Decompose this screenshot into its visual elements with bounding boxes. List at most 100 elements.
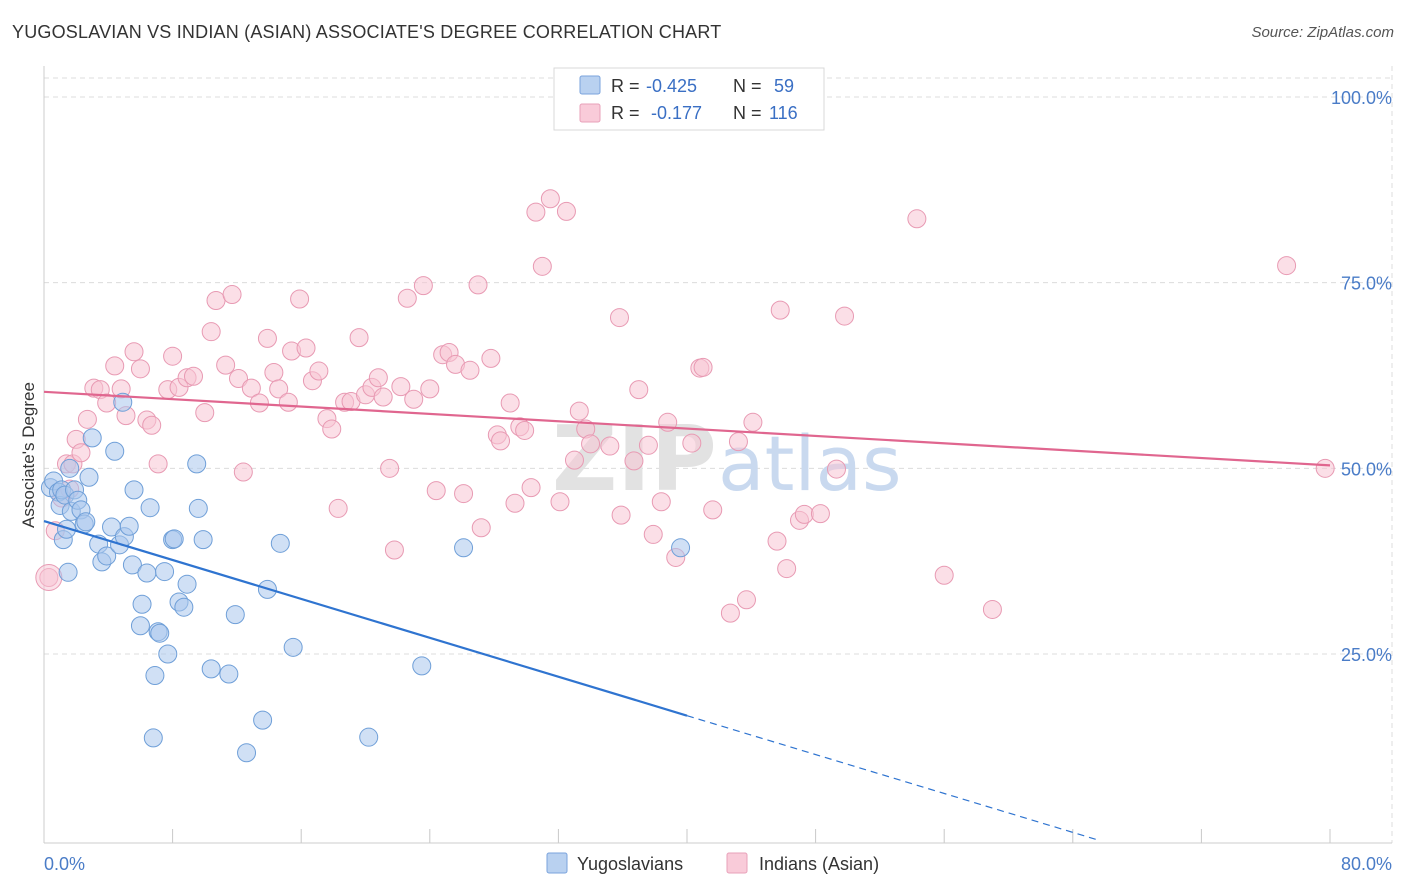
point-yugoslavians (137, 563, 157, 583)
point-indians-asian (413, 276, 433, 296)
point-indians-asian (728, 432, 748, 452)
point-yugoslavians (219, 664, 239, 684)
bottom-legend-swatch-yugoslavians (546, 852, 568, 874)
bottom-legend-swatch-indians (726, 852, 748, 874)
watermark-atlas: atlas (718, 419, 902, 508)
point-indians-asian (471, 518, 491, 538)
point-indians-asian (384, 540, 404, 560)
point-indians-asian (349, 328, 369, 348)
point-indians-asian (651, 492, 671, 512)
chart-title: YUGOSLAVIAN VS INDIAN (ASIAN) ASSOCIATE'… (12, 22, 722, 42)
point-indians-asian (296, 338, 316, 358)
legend-swatch-indians (579, 103, 601, 123)
point-yugoslavians (60, 458, 80, 478)
point-indians-asian (609, 308, 629, 328)
point-yugoslavians (359, 727, 379, 747)
point-indians-asian (71, 443, 91, 463)
axes-layer (43, 66, 1392, 844)
point-indians-asian (500, 393, 520, 413)
point-indians-asian (532, 256, 552, 276)
point-indians-asian (142, 415, 162, 435)
point-indians-asian (540, 189, 560, 209)
point-indians-asian (380, 458, 400, 478)
legend-r-value-1: -0.425 (646, 76, 697, 96)
point-indians-asian (468, 275, 488, 295)
trend-line-yugoslavians (43, 520, 688, 717)
point-yugoslavians (140, 498, 160, 518)
point-yugoslavians (143, 728, 163, 748)
point-indians-asian (124, 342, 144, 362)
point-indians-asian (777, 559, 797, 579)
point-indians-asian (216, 355, 236, 375)
point-indians-asian (638, 435, 658, 455)
legend-swatch-yugoslavians (579, 75, 601, 95)
point-indians-asian (290, 289, 310, 309)
trend-lines (43, 390, 1331, 841)
point-indians-asian (322, 419, 342, 439)
point-indians-asian (550, 492, 570, 512)
point-yugoslavians (454, 538, 474, 558)
point-indians-asian (397, 288, 417, 308)
point-indians-asian (611, 505, 631, 525)
trend-line-indians-asian (43, 390, 1331, 467)
point-indians-asian (269, 379, 289, 399)
point-indians-asian (130, 359, 150, 379)
point-indians-asian (201, 322, 221, 342)
point-indians-asian (835, 306, 855, 326)
point-yugoslavians (124, 480, 144, 500)
legend-n-label-1: N = (733, 76, 762, 96)
point-indians-asian (264, 363, 284, 383)
point-indians-asian (736, 590, 756, 610)
point-yugoslavians (119, 516, 139, 536)
point-indians-asian (257, 328, 277, 348)
point-yugoslavians (158, 644, 178, 664)
point-yugoslavians (57, 519, 77, 539)
point-yugoslavians (164, 529, 184, 549)
point-yugoslavians (113, 392, 133, 412)
point-indians-asian (526, 202, 546, 222)
point-indians-asian (233, 462, 253, 482)
y-tick-label: 25.0% (1341, 645, 1392, 665)
x-tick-label-max: 80.0% (1341, 854, 1392, 874)
point-indians-asian (693, 357, 713, 377)
legend-r-value-2: -0.177 (651, 103, 702, 123)
point-yugoslavians (412, 656, 432, 676)
point-yugoslavians (105, 441, 125, 461)
source-label: Source: ZipAtlas.com (1251, 24, 1394, 41)
point-indians-asian (309, 361, 329, 381)
point-yugoslavians (283, 637, 303, 657)
point-indians-asian (195, 403, 215, 423)
point-indians-asian (420, 379, 440, 399)
point-indians-asian (564, 450, 584, 470)
point-indians-asian (163, 346, 183, 366)
point-indians-asian (743, 412, 763, 432)
correlation-legend: R = -0.425 N = 59 R = -0.177 N = 116 (553, 67, 825, 131)
grid-layer (43, 66, 1393, 843)
bottom-legend-label-yugoslavians: Yugoslavians (577, 854, 683, 874)
point-indians-asian (460, 360, 480, 380)
watermark: ZIP atlas (552, 407, 902, 512)
point-indians-asian (810, 504, 830, 524)
trend-line-yugoslavians-extension (686, 715, 1098, 841)
series-yugoslavians-points (40, 392, 691, 763)
bottom-legend-label-indians: Indians (Asian) (759, 854, 879, 874)
y-tick-label: 100.0% (1331, 88, 1392, 108)
point-yugoslavians (130, 616, 150, 636)
point-indians-asian (373, 387, 393, 407)
point-indians-asian (505, 493, 525, 513)
point-indians-asian (404, 389, 424, 409)
point-yugoslavians (201, 659, 221, 679)
y-tick-labels: 25.0% 50.0% 75.0% 100.0% (1331, 88, 1392, 665)
y-tick-label: 50.0% (1341, 459, 1392, 479)
point-indians-asian (794, 504, 814, 524)
point-indians-asian (600, 436, 620, 456)
y-axis-title: Associate's Degree (19, 382, 38, 528)
point-yugoslavians (177, 574, 197, 594)
point-indians-asian (515, 420, 535, 440)
point-yugoslavians (145, 666, 165, 686)
legend-n-label-2: N = (733, 103, 762, 123)
point-yugoslavians (225, 605, 245, 625)
point-indians-asian (643, 524, 663, 544)
legend-n-value-2: 116 (769, 103, 798, 123)
point-indians-asian (569, 401, 589, 421)
